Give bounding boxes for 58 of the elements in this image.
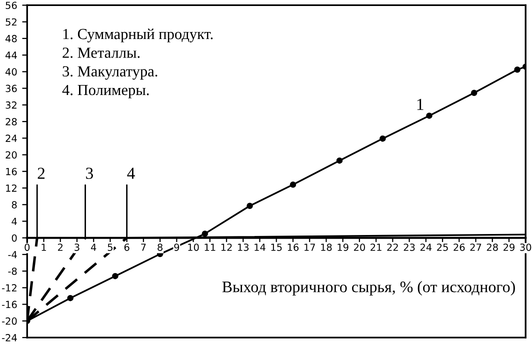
annotation: 1 xyxy=(417,98,424,110)
x-tick-label: 4 xyxy=(90,244,96,251)
x-tick-label: 20 xyxy=(354,244,365,251)
x-tick-label: 6 xyxy=(124,244,130,251)
x-tick-label: 1 xyxy=(42,244,46,251)
y-tick-label: 0 xyxy=(12,234,17,242)
x-tick-label: 25 xyxy=(437,244,448,251)
annotation: 2 xyxy=(38,168,45,179)
y-tick-label: 24 xyxy=(6,134,17,142)
x-tick-label: 13 xyxy=(238,244,249,251)
y-tick-label: 52 xyxy=(6,18,16,26)
y-tick-label: -12 xyxy=(2,284,16,292)
x-tick-label: 8 xyxy=(158,244,162,251)
y-tick-label: -24 xyxy=(2,334,17,342)
x-tick-label: 28 xyxy=(486,244,498,251)
x-tick-label: 18 xyxy=(321,244,332,251)
x-tick-label: 9 xyxy=(174,244,180,251)
x-tick-label: 29 xyxy=(504,244,514,251)
x-tick-label: 27 xyxy=(470,244,482,251)
x-tick-label: 19 xyxy=(338,244,348,251)
y-tick-label: 4 xyxy=(12,218,17,225)
x-tick-label: 7 xyxy=(141,244,146,251)
annotation: 4 xyxy=(127,168,135,179)
x-tick-label: 26 xyxy=(454,244,465,251)
y-tick-label: 56 xyxy=(6,2,17,10)
x-tick-label: 12 xyxy=(221,244,232,251)
x-tick-label: 2 xyxy=(58,244,62,251)
x-axis-title: Выход вторичного сырья, % (от исходного) xyxy=(222,281,515,296)
x-tick-label: 21 xyxy=(370,244,382,251)
x-tick-label: 17 xyxy=(304,244,315,251)
y-tick-label: 40 xyxy=(6,68,17,76)
y-tick-label: 16 xyxy=(6,168,17,176)
annotation: 3 xyxy=(86,168,93,179)
x-tick-label: 15 xyxy=(271,244,282,251)
y-tick-label: -16 xyxy=(2,300,17,308)
y-tick-label: 48 xyxy=(6,34,17,42)
x-tick-label: 11 xyxy=(204,244,216,251)
y-tick-label: -20 xyxy=(2,317,17,325)
x-tick-label: 10 xyxy=(188,244,199,251)
y-tick-label: 44 xyxy=(6,52,17,59)
annotation: 1. Суммарный продукт. 2. Металлы. 3. Макулатура. 4. Полимеры. xyxy=(62,28,213,98)
y-tick-label: 12 xyxy=(6,184,16,192)
y-tick-label: 36 xyxy=(6,84,17,92)
x-tick-label: 0 xyxy=(24,244,30,251)
y-tick-label: 28 xyxy=(6,118,17,126)
x-tick-label: 23 xyxy=(404,244,415,251)
x-tick-label: 30 xyxy=(520,244,532,251)
y-tick-label: 20 xyxy=(6,151,17,159)
y-tick-label: 32 xyxy=(6,101,16,109)
y-tick-label: -8 xyxy=(8,268,17,275)
x-tick-label: 3 xyxy=(74,244,80,251)
y-tick-label: 8 xyxy=(12,201,17,208)
x-tick-label: 5 xyxy=(108,244,112,251)
x-tick-label: 24 xyxy=(420,244,432,251)
x-tick-label: 14 xyxy=(254,244,266,251)
x-tick-label: 22 xyxy=(387,244,398,251)
x-tick-label: 16 xyxy=(288,244,299,251)
y-tick-label: -4 xyxy=(8,251,17,258)
